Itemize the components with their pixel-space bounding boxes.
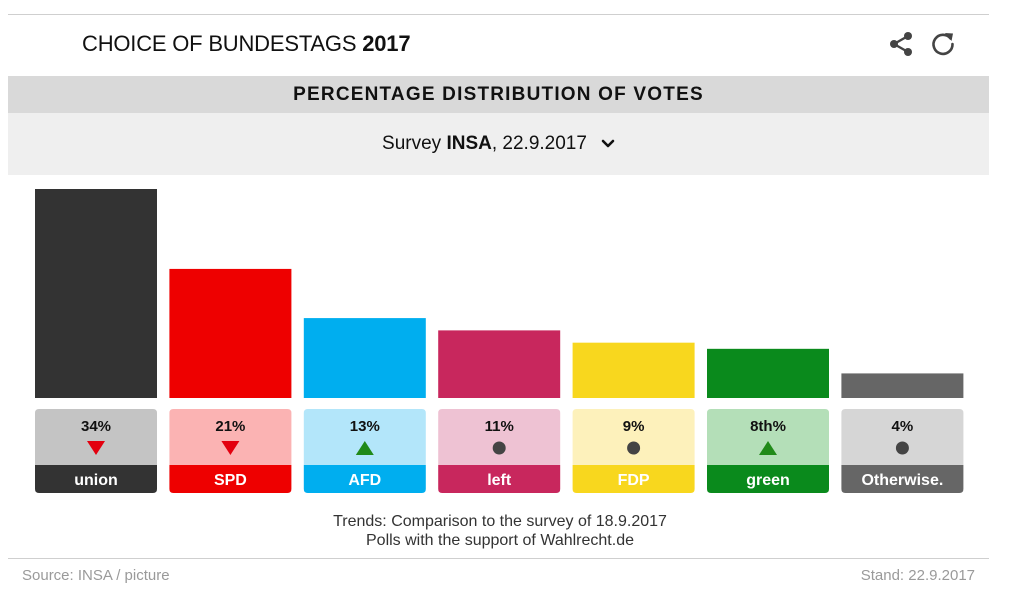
category-label-spd: SPD [214, 472, 247, 489]
label-box-fdp [572, 465, 695, 493]
trends-note: Trends: Comparison to the survey of 18.9… [333, 513, 667, 530]
bottom-divider [8, 558, 989, 559]
value-label-spd: 21% [215, 418, 245, 435]
label-box-green [707, 465, 829, 493]
bar-chart: 34% union 21% SPD 13% AFD 11% left 9% FDP 8th% gree… [35, 189, 964, 493]
refresh-icon[interactable] [928, 29, 958, 59]
bar-green [707, 348, 829, 398]
value-box-spd [169, 409, 292, 465]
survey-date: , 22.9.2017 [491, 133, 587, 154]
category-label-green: green [746, 472, 790, 489]
value-box-afd [303, 409, 426, 465]
trend-down-icon [87, 441, 105, 455]
stand-text: Stand: 22.9.2017 [860, 567, 975, 584]
bar-otherwise [841, 373, 964, 398]
value-label-otherwise: 4% [892, 418, 914, 435]
bar-left [438, 330, 561, 398]
source-text: Source: INSA / picture [22, 567, 170, 584]
label-box-left [438, 465, 561, 493]
value-box-left [438, 409, 561, 465]
bar-spd [169, 268, 292, 398]
top-divider [8, 14, 989, 15]
trend-same-icon [895, 441, 909, 455]
category-label-left: left [487, 472, 512, 489]
survey-prefix: Survey [382, 133, 442, 154]
bar-union [35, 189, 157, 398]
value-box-fdp [572, 409, 695, 465]
share-icon[interactable] [886, 29, 916, 59]
survey-selector[interactable]: Survey INSA , 22.9.2017 [8, 113, 989, 175]
value-box-otherwise [841, 409, 964, 465]
label-box-otherwise [841, 465, 964, 493]
trend-down-icon [221, 441, 240, 455]
label-box-afd [303, 465, 426, 493]
label-box-spd [169, 465, 292, 493]
trend-same-icon [492, 441, 506, 455]
bar-fdp [572, 342, 695, 398]
value-label-green: 8th% [750, 418, 786, 435]
trend-up-icon [759, 441, 777, 455]
title-prefix: CHOICE OF BUNDESTAGS [82, 31, 357, 56]
page-title: CHOICE OF BUNDESTAGS 2017 [82, 31, 411, 57]
category-label-fdp: FDP [618, 472, 650, 489]
value-label-union: 34% [81, 418, 111, 435]
section-title: PERCENTAGE DISTRIBUTION OF VOTES [293, 83, 704, 105]
value-label-fdp: 9% [623, 418, 645, 435]
value-label-afd: 13% [350, 418, 380, 435]
value-label-left: 11% [485, 418, 514, 435]
category-label-afd: AFD [348, 472, 381, 489]
trend-same-icon [627, 441, 641, 455]
chevron-down-icon[interactable] [601, 139, 615, 149]
bar-afd [303, 318, 426, 398]
value-box-green [707, 409, 829, 465]
value-box-union [35, 409, 157, 465]
label-box-union [35, 465, 157, 493]
survey-institute: INSA [446, 133, 492, 154]
support-note: Polls with the support of Wahlrecht.de [366, 532, 634, 549]
title-year: 2017 [362, 31, 411, 56]
trend-up-icon [355, 441, 374, 455]
category-label-union: union [74, 472, 118, 489]
section-header: PERCENTAGE DISTRIBUTION OF VOTES [8, 76, 989, 113]
category-label-otherwise: Otherwise. [861, 472, 943, 489]
